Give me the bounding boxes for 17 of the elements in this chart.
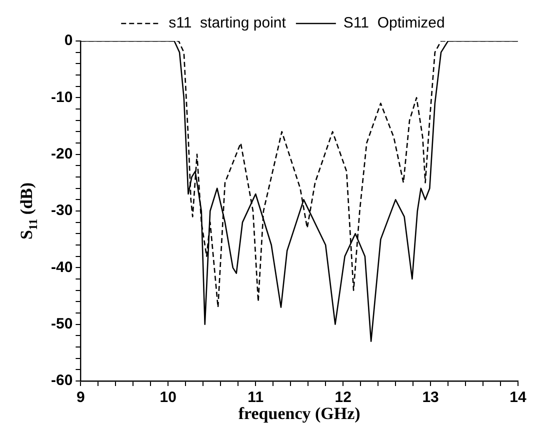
y-tick-label: -20: [50, 145, 73, 162]
y-axis-title: S11 (dB): [17, 182, 40, 240]
y-tick-label: -30: [50, 202, 73, 220]
y-tick-label: -50: [50, 315, 73, 332]
y-tick-label: 0: [64, 32, 73, 50]
x-tick-label: 12: [334, 389, 352, 406]
x-axis-title: frequency (GHz): [238, 404, 360, 423]
legend-label: s11 starting point: [168, 14, 287, 32]
x-tick-label: 13: [422, 389, 439, 406]
legend-label: S11 Optimized: [343, 14, 445, 32]
x-tick-label: 14: [510, 389, 527, 406]
y-tick-label: -40: [50, 258, 73, 276]
x-tick-label: 10: [160, 389, 176, 406]
x-tick-label: 9: [76, 389, 85, 406]
y-tick-label: -10: [50, 88, 73, 106]
x-tick-label: 11: [248, 389, 264, 406]
y-tick-label: -60: [50, 372, 73, 390]
